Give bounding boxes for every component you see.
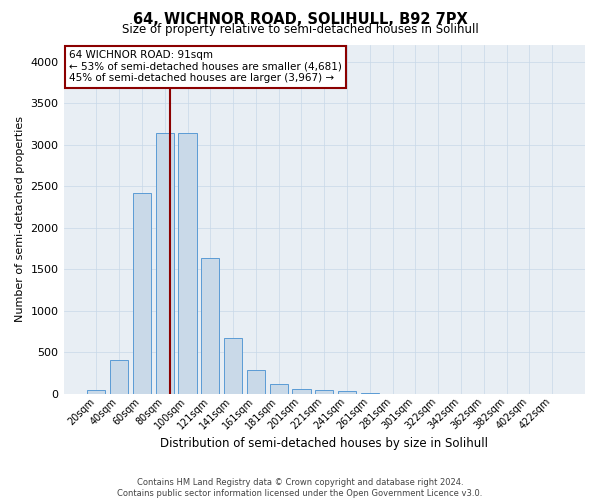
Bar [201,258,220,394]
Bar [224,338,242,394]
Text: 64, WICHNOR ROAD, SOLIHULL, B92 7PX: 64, WICHNOR ROAD, SOLIHULL, B92 7PX [133,12,467,28]
Bar [338,392,356,394]
X-axis label: Distribution of semi-detached houses by size in Solihull: Distribution of semi-detached houses by … [160,437,488,450]
Bar [133,193,151,394]
Text: Contains HM Land Registry data © Crown copyright and database right 2024.
Contai: Contains HM Land Registry data © Crown c… [118,478,482,498]
Bar [315,390,334,394]
Bar [87,390,106,394]
Y-axis label: Number of semi-detached properties: Number of semi-detached properties [15,116,25,322]
Bar [178,133,197,394]
Text: 64 WICHNOR ROAD: 91sqm
← 53% of semi-detached houses are smaller (4,681)
45% of : 64 WICHNOR ROAD: 91sqm ← 53% of semi-det… [69,50,341,84]
Bar [247,370,265,394]
Bar [269,384,288,394]
Bar [292,389,311,394]
Bar [110,360,128,394]
Text: Size of property relative to semi-detached houses in Solihull: Size of property relative to semi-detach… [122,22,478,36]
Bar [155,133,174,394]
